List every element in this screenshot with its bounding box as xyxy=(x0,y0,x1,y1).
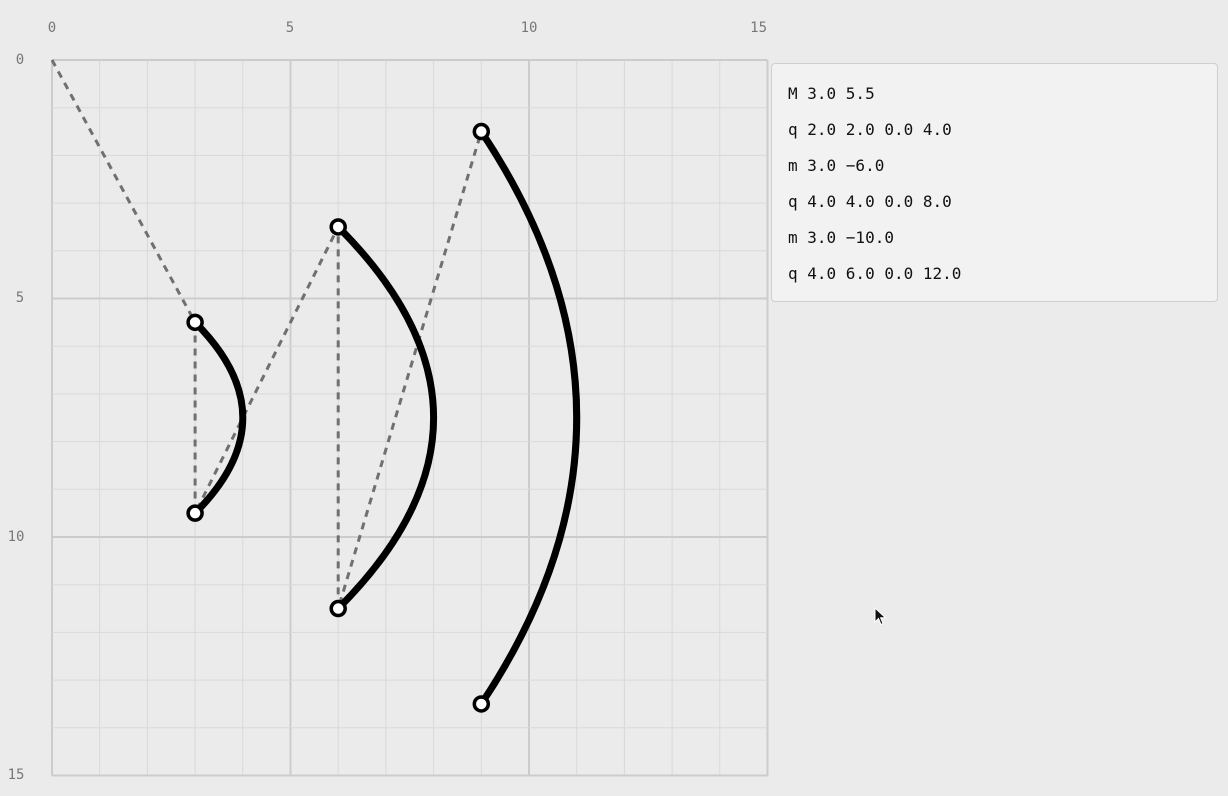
point-layer xyxy=(186,122,491,713)
command-line[interactable]: q 2.0 2.0 0.0 4.0 xyxy=(788,120,952,139)
y-tick-label-10: 10 xyxy=(8,529,25,545)
curve-layer xyxy=(191,128,581,708)
axis-labels: 0 5 10 15 0 5 10 15 xyxy=(8,20,767,783)
guide-dashed-path xyxy=(50,59,483,609)
y-tick-label-0: 0 xyxy=(16,52,24,68)
curve-start-point-2 xyxy=(329,218,347,236)
guide-path-layer xyxy=(50,59,483,609)
x-tick-label-0: 0 xyxy=(48,20,56,36)
quadratic-curve-3 xyxy=(477,128,581,708)
command-line[interactable]: m 3.0 −10.0 xyxy=(788,228,894,247)
plot-canvas[interactable]: 0 5 10 15 0 5 10 15 xyxy=(0,0,770,796)
x-tick-label-15: 15 xyxy=(750,20,767,36)
command-line[interactable]: q 4.0 4.0 0.0 8.0 xyxy=(788,192,952,211)
curve-end-point-2 xyxy=(329,599,347,618)
curve-start-point-1 xyxy=(186,313,204,332)
y-tick-label-5: 5 xyxy=(16,290,24,306)
y-tick-label-15: 15 xyxy=(8,767,25,783)
command-line[interactable]: m 3.0 −6.0 xyxy=(788,156,885,175)
quadratic-curve-1 xyxy=(191,318,247,517)
quadratic-curve-2 xyxy=(334,223,437,613)
curve-end-point-3 xyxy=(472,695,491,713)
arrow-cursor-icon xyxy=(874,607,887,626)
x-tick-label-10: 10 xyxy=(521,20,538,36)
command-line[interactable]: M 3.0 5.5 xyxy=(788,84,875,103)
grid xyxy=(51,59,769,777)
command-line[interactable]: q 4.0 6.0 0.0 12.0 xyxy=(788,264,962,283)
curve-end-point-1 xyxy=(186,504,204,522)
curve-start-point-3 xyxy=(472,122,491,141)
x-tick-label-5: 5 xyxy=(286,20,294,36)
path-commands-panel[interactable]: M 3.0 5.5 q 2.0 2.0 0.0 4.0 m 3.0 −6.0 q… xyxy=(771,63,1218,302)
